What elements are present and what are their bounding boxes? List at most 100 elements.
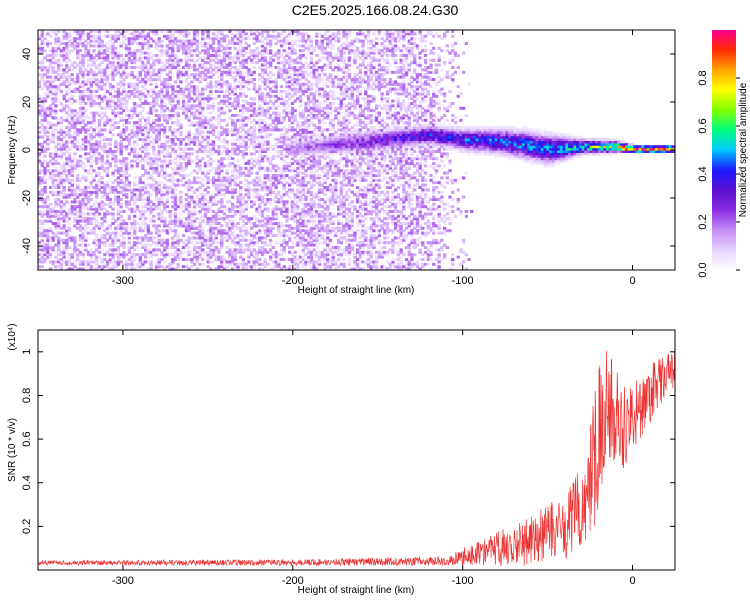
spectrogram-cell-911 (81, 198, 85, 201)
spectrogram-cell-2565 (163, 202, 167, 206)
spectrogram-cell-3812 (225, 229, 229, 233)
spectrogram-cell-3333 (201, 178, 205, 182)
spectrogram-cell-2452 (157, 188, 161, 192)
spectrogram-cell-2375 (154, 260, 159, 264)
spectrogram-cell-2792 (173, 195, 178, 199)
spectrogram-cell-4552 (260, 75, 265, 79)
spectrogram-cell-1160 (92, 90, 96, 93)
spectrogram-cell-876 (78, 85, 83, 89)
spectrogram-cell-1700 (119, 106, 123, 110)
spectrogram-cell-2172 (144, 183, 148, 187)
spectrogram-cell-2398 (154, 166, 159, 170)
spectrogram-cell-2737 (171, 159, 175, 163)
spectrogram-cell-2286 (149, 166, 153, 170)
spectrogram-cell-1676 (119, 205, 123, 209)
spectrogram-cell-72 (40, 198, 44, 201)
spectrogram-cell-59 (40, 246, 44, 249)
spectrogram-cell-2821 (173, 42, 178, 45)
spectrogram-cell-2274 (149, 219, 153, 223)
spectrogram-cell-424 (57, 142, 61, 146)
spectrogram-cell-4970 (282, 126, 286, 129)
spectrogram-cell-939 (81, 80, 85, 84)
spectrogram-cell-4309 (250, 188, 254, 192)
spectrogram-cell-3174 (192, 106, 197, 110)
spectrogram-cell-4074 (236, 30, 240, 33)
spectrogram-cell-467 (59, 176, 63, 180)
spectrogram-cell-333 (54, 231, 58, 235)
spectrogram-cell-4408 (255, 219, 259, 223)
spectrogram-cell-1080 (89, 171, 93, 175)
spectrogram-cell-772 (73, 78, 77, 81)
spectrogram-cell-4905 (279, 176, 284, 180)
spectrogram-cell-4961 (282, 164, 286, 168)
spectrogram-cell-3216 (195, 157, 199, 161)
spectrogram-cell-3830 (225, 150, 229, 153)
spectrogram-cell-600 (65, 90, 69, 93)
spectrogram-cell-325 (54, 267, 58, 270)
spectrogram-cell-2964 (182, 66, 186, 69)
spectrogram-cell-108 (40, 46, 44, 50)
spectrogram-cell-3031 (187, 253, 191, 257)
spectrogram-cell-1186 (95, 234, 99, 237)
spectrogram-cell-4877 (277, 70, 281, 74)
spectrogram-cell-1784 (125, 253, 129, 257)
spectrogram-cell-2674 (168, 159, 172, 163)
spectrogram-cell-1769 (122, 68, 126, 72)
spectrogram-cell-3442 (206, 142, 210, 146)
spectrogram-cell-2074 (138, 99, 142, 103)
spectrogram-cell-802 (76, 164, 80, 168)
spectrogram-cell-3051 (187, 195, 191, 199)
spectrogram-cell-1477 (108, 106, 112, 110)
spectrogram-cell-356 (54, 152, 58, 156)
spectrogram-cell-550 (62, 58, 66, 62)
spectrogram-cell-414 (57, 186, 61, 189)
spectrogram-cell-3082 (187, 82, 191, 86)
spectrogram-cell-1428 (105, 99, 110, 103)
spectrogram-cell-3345 (201, 118, 205, 122)
spectrogram-cell-4260 (247, 190, 251, 194)
spectrogram-cell-4910 (279, 152, 284, 156)
spectrogram-cell-2335 (152, 166, 156, 170)
spectrogram-cell-1440 (105, 46, 110, 50)
spectrogram-cell-4198 (244, 248, 248, 252)
spectrogram-cell-4599 (263, 130, 267, 134)
spectrogram-cell-2963 (182, 73, 186, 77)
spectrogram-cell-623 (67, 253, 72, 257)
spectrogram-cell-1993 (133, 34, 137, 38)
spectrogram-cell-1522 (111, 154, 115, 158)
spectrogram-cell-1738 (122, 186, 126, 189)
spectrogram-cell-2118 (141, 157, 145, 161)
spectrogram-cell-1690 (119, 147, 123, 151)
spectrogram-cell-3695 (220, 262, 224, 266)
spectrogram-cell-783 (76, 253, 80, 257)
spectrogram-cell-4445 (258, 267, 262, 270)
spectrogram-cell-2314 (149, 44, 153, 48)
spectrogram-cell-4438 (255, 51, 259, 55)
spectrogram-cell-4080 (239, 243, 243, 247)
spectrogram-cell-88 (40, 123, 44, 127)
spectrogram-cell-4255 (247, 219, 251, 223)
spectrogram-cell-4265 (247, 174, 251, 177)
spectrogram-cell-2364 (152, 68, 156, 72)
spectrogram-cell-4111 (239, 121, 243, 125)
spectrogram-cell-3707 (220, 224, 224, 228)
spectrogram-cell-3116 (190, 159, 194, 163)
spectrogram-cell-392 (57, 260, 61, 264)
spectrogram-cell-2277 (149, 210, 153, 213)
spectrogram-cell-3177 (192, 92, 197, 96)
spectrogram-cell-2390 (154, 193, 159, 197)
spectrogram-cell-514 (62, 217, 66, 221)
spectrogram-cell-2831 (176, 243, 180, 247)
spectrogram-cell-316 (51, 68, 55, 72)
spectrogram-cell-1818 (125, 102, 129, 105)
spectrogram-cell-4828 (274, 87, 278, 91)
spectrogram-cell-4946 (282, 224, 286, 228)
spectrogram-cell-4824 (274, 106, 278, 110)
spectrogram-cell-630 (67, 222, 72, 225)
spectrogram-cell-1991 (133, 39, 137, 43)
spectrogram-cell-3212 (195, 176, 199, 180)
spectrogram-cell-1660 (116, 30, 121, 33)
spectrogram-cell-1802 (125, 164, 129, 168)
spectrogram-cell-4214 (244, 183, 248, 187)
spectrogram-cell-1051 (86, 54, 91, 57)
